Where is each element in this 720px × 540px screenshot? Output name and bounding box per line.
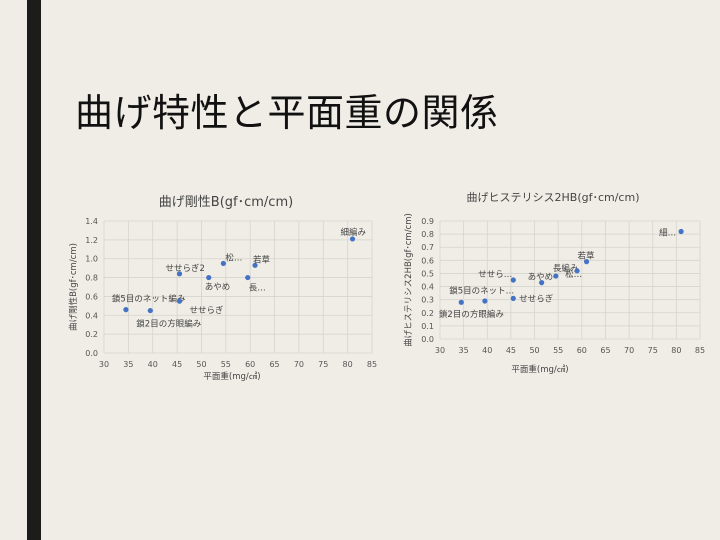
data-point [553,273,559,279]
data-label: 鎖2目の方眼編み [136,319,201,330]
data-point [349,236,356,242]
x-tick-label: 70 [294,360,304,369]
y-tick-label: 0.2 [85,330,98,339]
y-tick-label: 0.0 [85,349,98,358]
x-tick-label: 40 [148,360,158,369]
bending-rigidity-chart: 曲げ剛性B(gf･cm/cm) 0.0 0.2 0.4 0.6 0.8 1.0 1.2 1.4 3… [64,182,382,390]
data-point [510,277,516,283]
x-tick-label: 45 [506,346,516,355]
y-axis-label: 曲げヒステリシス2HB(gf･cm/cm) [403,213,414,347]
y-tick-label: 0.5 [421,269,434,278]
data-point [583,259,590,265]
y-tick-label: 0.1 [421,322,434,331]
x-tick-label: 80 [343,360,353,369]
data-point [510,295,516,301]
data-point [245,274,251,281]
y-tick-label: 0.6 [85,292,98,301]
y-tick-label: 1.4 [85,217,98,226]
x-tick-label: 45 [172,360,182,369]
x-tick-label: 35 [459,346,469,355]
x-axis-label: 平面重(mg/㎠) [203,371,260,382]
y-tick-label: 0.2 [421,309,434,318]
data-label: せせらぎ2 [166,263,205,274]
data-point [252,262,258,268]
data-label: 若草 [578,251,596,262]
x-tick-label: 75 [318,360,328,369]
x-tick-label: 40 [482,346,492,355]
y-tick-label: 0.8 [85,274,98,283]
x-tick-label: 60 [245,360,255,369]
x-tick-label: 85 [367,360,377,369]
data-label: 細編み [341,227,367,238]
data-label: せせら… [478,270,512,280]
x-tick-label: 65 [600,346,610,355]
data-point [147,307,153,314]
x-tick-label: 50 [529,346,539,355]
x-tick-label: 65 [269,360,279,369]
data-point [220,260,226,267]
data-point [678,228,684,235]
bending-hysteresis-svg: 曲げヒステリシス2HB(gf･cm/cm) 0.0 0.1 0.2 0.3 0.4 0.5 0… [403,191,705,375]
bending-rigidity-svg: 曲げ剛性B(gf･cm/cm) 0.0 0.2 0.4 0.6 0.8 1.0 1.2 1.4 3… [68,195,377,382]
data-point [123,307,129,313]
data-label: 長… [249,284,266,294]
data-point [206,274,212,281]
data-point [539,280,545,286]
y-tick-label: 0.4 [421,283,434,292]
data-label: せせらぎ [519,293,554,304]
data-label: 鎖5目のネット… [449,285,514,296]
data-point [458,299,464,305]
x-tick-label: 80 [671,346,681,355]
y-tick-label: 0.0 [421,335,434,344]
data-point [176,298,183,304]
y-tick-label: 0.6 [421,256,434,265]
data-label: 松… [565,269,582,280]
y-tick-label: 0.4 [85,311,98,320]
data-point [176,271,183,277]
x-tick-label: 60 [577,346,587,355]
data-label: あやめ [528,273,554,283]
y-axis-label: 曲げ剛性B(gf･cm/cm) [68,243,79,331]
bending-hysteresis-chart: 曲げヒステリシス2HB(gf･cm/cm) 0.0 0.1 0.2 0.3 0.4 0.5 0… [398,182,710,382]
data-label: 松… [225,252,242,263]
x-tick-label: 55 [553,346,563,355]
data-label: 若草 [253,254,271,265]
slide-title: 曲げ特性と平面重の関係 [75,91,499,135]
y-tick-label: 0.9 [421,217,434,226]
left-accent-bar [27,0,41,540]
x-tick-label: 75 [648,346,658,355]
x-tick-label: 85 [695,346,705,355]
y-tick-label: 1.0 [85,255,98,264]
y-tick-label: 0.7 [421,243,434,252]
x-tick-label: 70 [624,346,634,355]
y-tick-label: 0.8 [421,230,434,239]
x-tick-label: 30 [435,346,445,355]
x-tick-label: 35 [123,360,133,369]
y-tick-label: 1.2 [85,236,98,245]
data-point [574,268,580,274]
data-label: あやめ [205,283,231,293]
data-label: 鎖2目の方眼編み [439,309,504,320]
x-tick-label: 55 [221,360,231,369]
data-label: 長編み [553,263,579,274]
chart-title: 曲げ剛性B(gf･cm/cm) [159,195,293,210]
y-tick-label: 0.3 [421,296,434,305]
x-tick-label: 30 [99,360,109,369]
chart-title: 曲げヒステリシス2HB(gf･cm/cm) [467,191,640,204]
data-label: 鎖5目のネット編み [112,294,186,305]
data-point [482,298,488,304]
data-label: 細… [659,227,676,238]
data-label: せせらぎ [190,305,225,316]
x-axis-label: 平面重(mg/㎠) [511,364,568,375]
x-tick-label: 50 [196,360,206,369]
